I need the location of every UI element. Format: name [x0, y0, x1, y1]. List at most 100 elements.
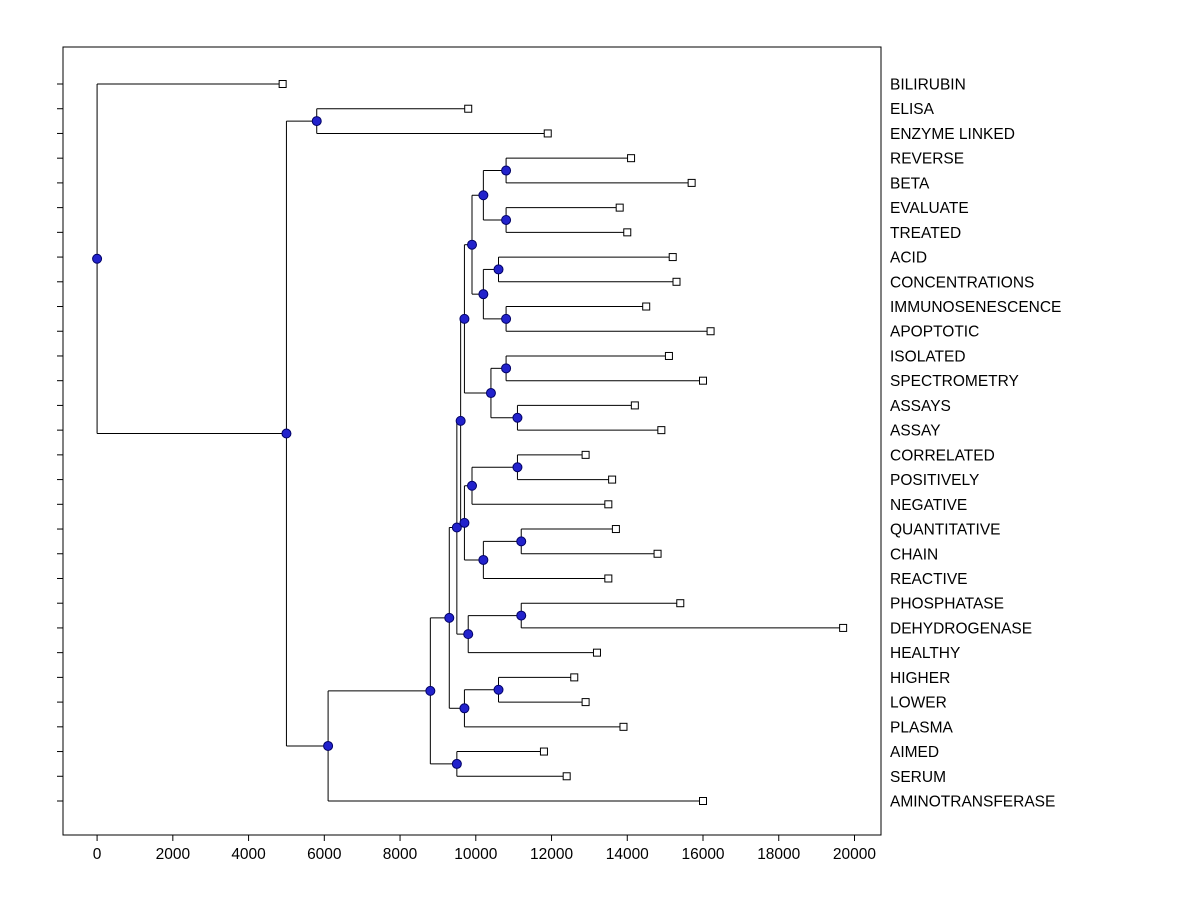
- leaf-label[interactable]: TREATED: [890, 225, 961, 242]
- internal-node-marker[interactable]: [501, 363, 512, 374]
- internal-node-marker[interactable]: [92, 253, 103, 264]
- internal-node-marker[interactable]: [516, 536, 527, 547]
- internal-node-marker[interactable]: [425, 685, 436, 696]
- leaf-label[interactable]: APOPTOTIC: [890, 324, 979, 341]
- internal-node-marker[interactable]: [512, 412, 523, 423]
- internal-node-marker[interactable]: [512, 462, 523, 473]
- leaf-node-marker[interactable]: [562, 772, 571, 781]
- leaf-label[interactable]: HEALTHY: [890, 645, 960, 662]
- leaf-node-marker[interactable]: [839, 623, 848, 632]
- internal-node-marker[interactable]: [478, 190, 489, 201]
- x-tick-label: 6000: [307, 846, 342, 863]
- leaf-label[interactable]: LOWER: [890, 695, 947, 712]
- leaf-node-marker[interactable]: [687, 178, 696, 187]
- x-tick-label: 0: [93, 846, 102, 863]
- internal-node-marker[interactable]: [451, 758, 462, 769]
- internal-node-marker[interactable]: [281, 428, 292, 439]
- leaf-label[interactable]: REVERSE: [890, 151, 964, 168]
- leaf-node-marker[interactable]: [619, 722, 628, 731]
- internal-node-marker[interactable]: [485, 388, 496, 399]
- leaf-node-marker[interactable]: [604, 574, 613, 583]
- x-tick-label: 8000: [383, 846, 418, 863]
- leaf-node-marker[interactable]: [657, 426, 666, 435]
- leaf-label[interactable]: SPECTROMETRY: [890, 373, 1019, 390]
- internal-node-marker[interactable]: [459, 313, 470, 324]
- leaf-node-marker[interactable]: [672, 277, 681, 286]
- leaf-label[interactable]: EVALUATE: [890, 200, 969, 217]
- leaf-node-marker[interactable]: [539, 747, 548, 756]
- leaf-label[interactable]: DEHYDROGENASE: [890, 620, 1032, 637]
- x-tick-label: 18000: [757, 846, 800, 863]
- leaf-label[interactable]: BETA: [890, 175, 930, 192]
- internal-node-marker[interactable]: [459, 517, 470, 528]
- internal-node-marker[interactable]: [501, 313, 512, 324]
- leaf-label[interactable]: ASSAY: [890, 423, 941, 440]
- leaf-label[interactable]: PLASMA: [890, 719, 954, 736]
- leaf-node-marker[interactable]: [664, 351, 673, 360]
- leaf-node-marker[interactable]: [668, 253, 677, 262]
- leaf-node-marker[interactable]: [676, 599, 685, 608]
- leaf-node-marker[interactable]: [706, 327, 715, 336]
- internal-node-marker[interactable]: [451, 522, 462, 533]
- leaf-node-marker[interactable]: [699, 376, 708, 385]
- leaf-node-marker[interactable]: [623, 228, 632, 237]
- internal-node-marker[interactable]: [478, 554, 489, 565]
- internal-node-marker[interactable]: [493, 264, 504, 275]
- leaf-label[interactable]: CONCENTRATIONS: [890, 274, 1034, 291]
- leaf-label[interactable]: POSITIVELY: [890, 472, 979, 489]
- x-tick-label: 20000: [833, 846, 876, 863]
- leaf-node-marker[interactable]: [570, 673, 579, 682]
- leaf-node-marker[interactable]: [611, 525, 620, 534]
- leaf-node-marker[interactable]: [699, 797, 708, 805]
- internal-node-marker[interactable]: [478, 289, 489, 300]
- leaf-label[interactable]: AMINOTRANSFERASE: [890, 794, 1055, 811]
- leaf-label[interactable]: REACTIVE: [890, 571, 968, 588]
- internal-node-marker[interactable]: [323, 740, 334, 751]
- leaf-node-marker[interactable]: [615, 203, 624, 212]
- internal-node-marker[interactable]: [467, 480, 477, 491]
- leaf-label[interactable]: ELISA: [890, 101, 935, 118]
- x-tick-label: 10000: [454, 846, 497, 863]
- internal-node-marker[interactable]: [444, 612, 455, 623]
- leaf-node-marker[interactable]: [581, 698, 590, 707]
- x-tick-label: 4000: [231, 846, 266, 863]
- leaf-node-marker[interactable]: [627, 154, 636, 163]
- leaf-label[interactable]: ISOLATED: [890, 348, 966, 365]
- leaf-node-marker[interactable]: [604, 500, 613, 509]
- leaf-label[interactable]: CORRELATED: [890, 447, 995, 464]
- leaf-label[interactable]: ENZYME LINKED: [890, 126, 1015, 143]
- internal-node-marker[interactable]: [467, 239, 477, 250]
- leaf-label[interactable]: PHOSPHATASE: [890, 596, 1004, 613]
- internal-node-marker[interactable]: [516, 610, 527, 621]
- leaf-label[interactable]: QUANTITATIVE: [890, 522, 1001, 539]
- internal-node-marker[interactable]: [455, 415, 466, 426]
- internal-node-marker[interactable]: [501, 165, 512, 176]
- leaf-label[interactable]: SERUM: [890, 769, 946, 786]
- leaf-node-marker[interactable]: [464, 104, 473, 113]
- leaf-node-marker[interactable]: [581, 450, 590, 459]
- x-tick-label: 16000: [681, 846, 724, 863]
- leaf-node-marker[interactable]: [608, 475, 617, 484]
- internal-node-marker[interactable]: [501, 214, 512, 225]
- leaf-node-marker[interactable]: [642, 302, 651, 311]
- leaf-label[interactable]: ASSAYS: [890, 398, 951, 415]
- leaf-label[interactable]: IMMUNOSENESCENCE: [890, 299, 1061, 316]
- leaf-node-marker[interactable]: [278, 80, 287, 88]
- leaf-label[interactable]: CHAIN: [890, 546, 938, 563]
- leaf-label[interactable]: HIGHER: [890, 670, 950, 687]
- leaf-label[interactable]: BILIRUBIN: [890, 77, 966, 94]
- leaf-node-marker[interactable]: [592, 648, 601, 657]
- leaf-label[interactable]: ACID: [890, 250, 927, 267]
- leaf-node-marker[interactable]: [653, 549, 662, 558]
- internal-node-marker[interactable]: [463, 629, 474, 640]
- leaf-label[interactable]: NEGATIVE: [890, 497, 967, 514]
- leaf-label[interactable]: AIMED: [890, 744, 939, 761]
- leaf-node-marker[interactable]: [543, 129, 552, 138]
- x-tick-label: 12000: [530, 846, 573, 863]
- internal-node-marker[interactable]: [311, 116, 322, 127]
- internal-node-marker[interactable]: [459, 703, 470, 714]
- internal-node-marker[interactable]: [493, 684, 504, 695]
- leaf-node-marker[interactable]: [630, 401, 639, 410]
